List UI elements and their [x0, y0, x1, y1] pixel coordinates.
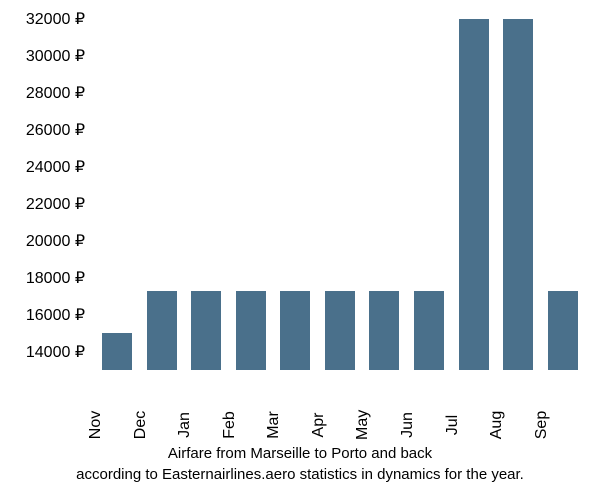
y-tick-label: 18000 ₽ [26, 268, 85, 288]
bar [147, 291, 177, 370]
y-tick-label: 22000 ₽ [26, 194, 85, 214]
y-tick-label: 14000 ₽ [26, 342, 85, 362]
chart-caption: Airfare from Marseille to Porto and back… [0, 443, 600, 485]
bar [191, 291, 221, 370]
y-tick-label: 24000 ₽ [26, 157, 85, 177]
y-tick-label: 28000 ₽ [26, 83, 85, 103]
bar [369, 291, 399, 370]
bar [325, 291, 355, 370]
bar [503, 19, 533, 370]
plot-area [95, 10, 585, 370]
caption-line-1: Airfare from Marseille to Porto and back [168, 445, 432, 462]
y-tick-label: 26000 ₽ [26, 120, 85, 140]
caption-line-2: according to Easternairlines.aero statis… [76, 466, 524, 483]
bar [236, 291, 266, 370]
bar [102, 333, 132, 370]
bar [548, 291, 578, 370]
bar [280, 291, 310, 370]
y-tick-label: 32000 ₽ [26, 9, 85, 29]
x-axis: NovDecJanFebMarAprMayJunJulAugSep [95, 375, 585, 435]
bar [414, 291, 444, 370]
x-tick-label: Sep [533, 410, 593, 440]
y-axis: 14000 ₽ 16000 ₽ 18000 ₽ 20000 ₽ 22000 ₽ 24000… [0, 10, 90, 370]
y-tick-label: 16000 ₽ [26, 305, 85, 325]
y-tick-label: 30000 ₽ [26, 46, 85, 66]
y-tick-label: 20000 ₽ [26, 231, 85, 251]
chart-container: 14000 ₽ 16000 ₽ 18000 ₽ 20000 ₽ 22000 ₽ 24000… [0, 0, 600, 500]
bar [459, 19, 489, 370]
bars-group [95, 10, 585, 370]
